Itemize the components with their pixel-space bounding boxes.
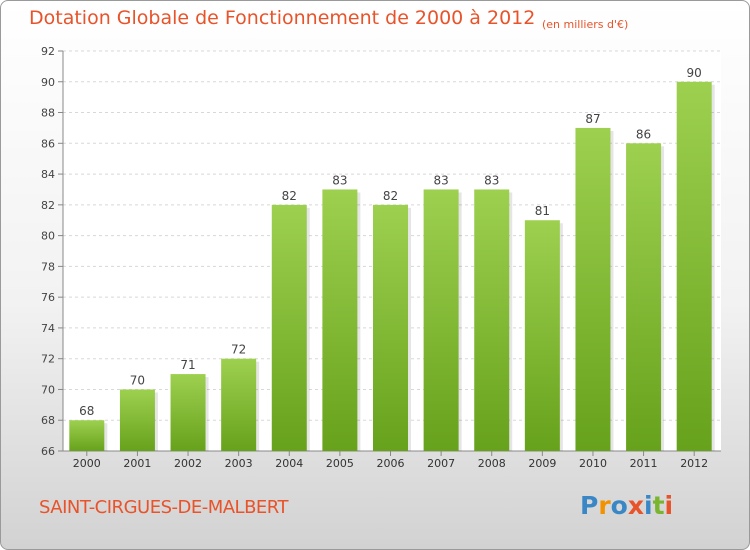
commune-name: SAINT-CIRGUES-DE-MALBERT xyxy=(39,497,289,518)
logo-letter: x xyxy=(627,491,644,520)
bar xyxy=(474,189,510,451)
chart-title: Dotation Globale de Fonctionnement de 20… xyxy=(29,7,536,29)
x-tick-label: 2005 xyxy=(326,457,354,470)
x-tick-label: 2004 xyxy=(275,457,303,470)
bar-value-label: 90 xyxy=(687,66,702,80)
x-tick-label: 2006 xyxy=(377,457,405,470)
logo-letter: i xyxy=(664,491,674,520)
x-tick-label: 2007 xyxy=(427,457,455,470)
logo-letter: t xyxy=(652,491,665,520)
x-tick-label: 2012 xyxy=(680,457,708,470)
x-tick-label: 2001 xyxy=(123,457,151,470)
y-tick-label: 66 xyxy=(41,445,55,458)
logo-letter: i xyxy=(644,491,653,520)
bar xyxy=(271,204,307,451)
y-tick-label: 92 xyxy=(41,45,55,58)
y-tick-label: 86 xyxy=(41,137,55,150)
bar xyxy=(373,204,408,451)
bar xyxy=(119,389,155,451)
y-tick-label: 74 xyxy=(41,322,55,335)
bar-value-label: 83 xyxy=(484,173,499,187)
x-tick-label: 2011 xyxy=(630,457,658,470)
bar-value-label: 86 xyxy=(636,127,651,141)
x-tick-label: 2000 xyxy=(73,457,101,470)
bar-value-label: 82 xyxy=(383,189,398,203)
y-tick-label: 78 xyxy=(41,260,55,273)
y-tick-label: 90 xyxy=(41,76,55,89)
chart-subtitle: (en milliers d'€) xyxy=(542,18,629,31)
bar-value-label: 70 xyxy=(130,373,145,387)
x-tick-label: 2010 xyxy=(579,457,607,470)
bar-value-label: 68 xyxy=(79,404,94,418)
bar-value-label: 83 xyxy=(332,173,347,187)
bar-value-label: 72 xyxy=(231,343,246,357)
bar xyxy=(221,358,257,451)
x-tick-label: 2003 xyxy=(225,457,253,470)
x-tick-label: 2002 xyxy=(174,457,202,470)
x-tick-label: 2008 xyxy=(478,457,506,470)
bar xyxy=(69,420,105,451)
logo-letter: o xyxy=(610,491,628,520)
y-tick-label: 84 xyxy=(41,168,55,181)
bar xyxy=(322,189,358,451)
proxiti-logo[interactable]: Proxiti xyxy=(580,491,673,520)
logo-letter: P xyxy=(580,491,599,520)
y-tick-label: 72 xyxy=(41,353,55,366)
bar xyxy=(423,189,459,451)
bar-value-label: 87 xyxy=(585,112,600,126)
bar xyxy=(524,220,560,451)
logo-letter: r xyxy=(598,491,611,520)
y-tick-label: 82 xyxy=(41,199,55,212)
y-tick-label: 80 xyxy=(41,230,55,243)
bar-value-label: 71 xyxy=(180,358,195,372)
x-tick-label: 2009 xyxy=(528,457,556,470)
bar xyxy=(170,374,206,451)
y-tick-label: 76 xyxy=(41,291,55,304)
bar xyxy=(676,81,712,452)
y-tick-label: 88 xyxy=(41,107,55,120)
bar-value-label: 83 xyxy=(433,173,448,187)
bar xyxy=(626,143,662,452)
bar-value-label: 82 xyxy=(282,189,297,203)
y-tick-label: 68 xyxy=(41,414,55,427)
bar xyxy=(575,127,611,451)
y-tick-label: 70 xyxy=(41,383,55,396)
bar-value-label: 81 xyxy=(535,204,550,218)
